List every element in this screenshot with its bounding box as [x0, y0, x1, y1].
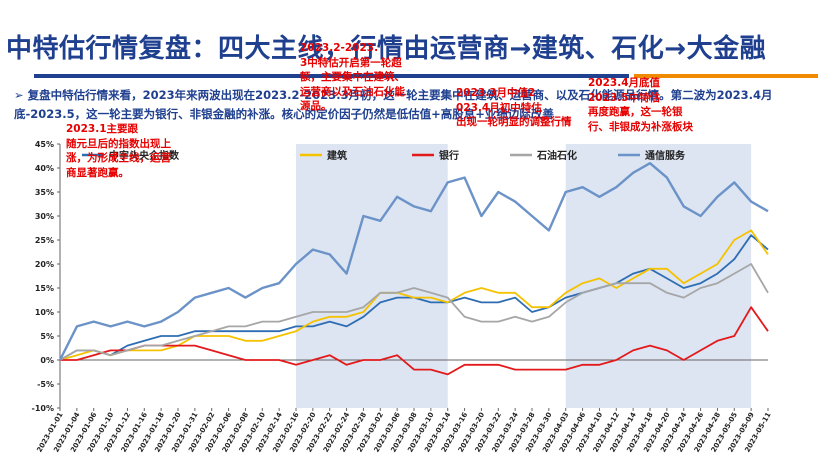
annotation-line: 出现一轮明显的调整行情: [456, 116, 572, 128]
y-tick-label: 20%: [35, 260, 54, 269]
bullet-arrow-icon: ➢: [14, 88, 24, 102]
annotation-line: 3中特估开启第一轮超: [300, 56, 402, 69]
annotation-jan: 2023.1主要跟随元旦后的指数出现上 涨，为形成主线，运营 商显著跑赢。: [66, 122, 171, 180]
shaded-period: [565, 144, 752, 408]
annotation-line: 2023.4月底值: [588, 77, 661, 89]
annotation-line: 023.4月初中特估: [456, 101, 542, 114]
legend-label: 中字头央企指数: [109, 149, 180, 162]
annotation-feb-mar: 2023.2-2023. 3中特估开启第一轮超 额，主要集中在建筑、 运营商以及石油石…: [300, 41, 405, 114]
y-tick-label: 25%: [35, 236, 54, 245]
y-tick-label: 10%: [35, 308, 54, 317]
annotation-line: 商显著跑赢。: [66, 166, 129, 179]
summary-text: ➢ 复盘中特估行情来看，2023年来两波出现在2023.2-2023.3月初，这一…: [14, 86, 814, 124]
y-tick-label: -5%: [37, 380, 54, 389]
annotation-line: 行、非银成为补涨板块: [588, 120, 693, 133]
annotation-apr-may: 2023.4月底值 2023.5中特估再度跑赢，这一轮银 行、非银成为补涨板块: [588, 76, 693, 134]
annotation-line: 涨，为形成主线，运营: [66, 152, 171, 164]
annotation-mar-apr: 2023.3月中值2 023.4月初中特估出现一轮明显的调整行情: [456, 86, 572, 130]
annotation-line: 源品。: [300, 100, 332, 112]
legend-label: 石油石化: [536, 149, 577, 162]
annotation-line: 随元旦后的指数出现上: [66, 137, 171, 150]
y-tick-label: 15%: [35, 284, 54, 293]
y-tick-label: 40%: [35, 164, 54, 173]
annotation-line: 2023.3月中值2: [456, 87, 536, 99]
annotation-line: 额，主要集中在建筑、: [300, 71, 405, 83]
legend-label: 银行: [439, 149, 459, 162]
series-line-4: [58, 162, 769, 361]
series-line-3: [59, 263, 769, 361]
line-chart: -10%-5%0%5%10%15%20%25%30%35%40%45%2023-…: [32, 140, 773, 454]
series-line-2: [60, 306, 769, 376]
y-tick-label: 35%: [35, 188, 54, 197]
y-tick-label: 30%: [35, 212, 54, 221]
shaded-period: [296, 144, 448, 408]
y-tick-label: 45%: [35, 140, 54, 149]
title-rule-orange: [634, 74, 818, 78]
title-rule-blue: [34, 74, 629, 78]
legend-label: 建筑: [326, 149, 347, 162]
y-tick-label: 0%: [40, 356, 54, 365]
annotation-line: 再度跑赢，这一轮银: [588, 106, 683, 118]
y-tick-label: 5%: [40, 332, 54, 341]
annotation-line: 2023.5中特估: [588, 91, 661, 104]
annotation-line: 运营商以及石油石化能: [300, 85, 405, 98]
page-title: 中特估行情复盘：四大主线，行情由运营商→建筑、石化→大金融: [6, 34, 767, 64]
annotation-line: 2023.1主要跟: [66, 123, 139, 135]
legend-label: 通信服务: [645, 149, 686, 162]
annotation-line: 2023.2-2023.: [300, 42, 379, 54]
summary-body: 复盘中特估行情来看，2023年来两波出现在2023.2-2023.3月初，这一轮…: [14, 88, 773, 121]
y-tick-label: -10%: [32, 404, 54, 413]
